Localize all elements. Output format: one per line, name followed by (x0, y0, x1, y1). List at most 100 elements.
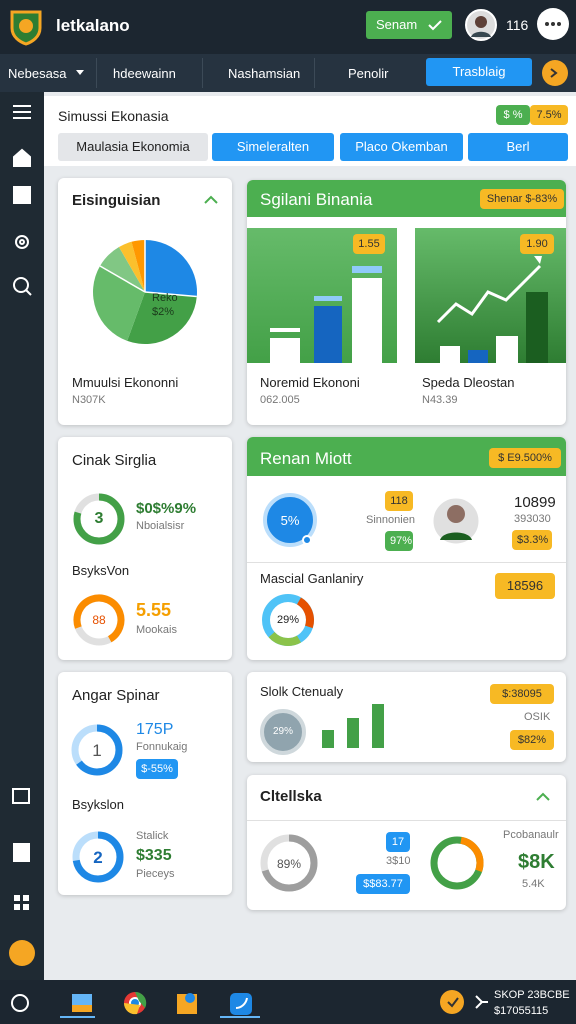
logo (10, 10, 42, 46)
pie-value: $2% (152, 306, 175, 318)
badge: 118 (385, 491, 413, 511)
badge: $3.3% (512, 530, 552, 550)
tab[interactable]: Berl (468, 133, 568, 161)
stat-value: $8K (518, 851, 555, 873)
badge: $-55% (136, 759, 178, 779)
dropdown-icon (76, 70, 84, 75)
badge: $$83.77 (356, 874, 410, 894)
mini-chart (260, 704, 384, 755)
stat-label: Stalick (136, 830, 169, 842)
card-title: Renan Miott (260, 449, 352, 468)
rings (262, 493, 482, 646)
badge: $ % (496, 105, 530, 125)
nav-icon[interactable] (541, 59, 569, 87)
ring-label: 3 (94, 510, 104, 527)
label: OSIK (524, 711, 551, 723)
card-title: Angar Spinar (72, 687, 160, 704)
tab[interactable]: Simeleralten (212, 133, 334, 161)
ring-label: 89% (276, 857, 302, 871)
card (58, 437, 232, 660)
chevron[interactable] (204, 195, 218, 205)
sidebar-icons-bottom[interactable] (9, 786, 35, 966)
tab[interactable]: Maulasia Ekonomia (58, 133, 208, 161)
label: Pcobanaulr (503, 829, 559, 841)
badge: $82% (510, 730, 554, 750)
divider (96, 58, 97, 88)
avatar[interactable] (465, 9, 497, 41)
pie-label: Reko (152, 292, 178, 304)
sidebar-icons[interactable] (11, 104, 33, 304)
nav-item[interactable]: Nebesasa (8, 66, 67, 81)
divider (247, 562, 566, 563)
chevron[interactable] (536, 792, 550, 802)
panel-label: Noremid Ekononi (260, 375, 360, 390)
stat-sub: 5.4K (522, 878, 545, 890)
ring-label: 29% (272, 726, 293, 737)
pie-chart (93, 240, 197, 345)
ring-label: 5% (280, 513, 300, 528)
card (58, 672, 232, 895)
badge: 7.5% (530, 105, 568, 125)
ring-label: 2 (93, 848, 103, 867)
card-title: Slolk Ctenualy (260, 684, 344, 699)
badge: 97% (385, 531, 413, 551)
label: Sinnonien (366, 514, 415, 526)
rings (73, 493, 125, 646)
ring-label: 88 (92, 613, 106, 627)
divider (202, 58, 203, 88)
check-icon (428, 20, 442, 31)
header-title: Simussi Ekonasia (58, 108, 169, 124)
ring-label: 29% (276, 614, 300, 626)
taskbar (0, 980, 576, 1024)
section-heading: Mascial Ganlaniry (260, 571, 364, 586)
stat-sub: Pieceys (136, 868, 175, 880)
badge: 17 (386, 832, 410, 852)
section-heading: BsyksVon (72, 563, 130, 578)
rings (260, 834, 484, 892)
divider (314, 58, 315, 88)
rings (71, 724, 124, 883)
card-title: Cinak Sirglia (72, 452, 157, 469)
caption: Mmuulsi Ekononni (72, 375, 179, 390)
tray-text: SKOP 23BCBE (494, 989, 570, 1001)
badge: $:38095 (490, 684, 554, 704)
badge: Shenar $-83% (480, 189, 564, 209)
panel-label: Speda Dleostan (422, 375, 515, 390)
stat-label: Nboialsisr (136, 520, 185, 532)
tab[interactable]: Placo Okemban (340, 133, 463, 161)
stat-label: Mookais (136, 624, 177, 636)
stat-sub: 393030 (514, 513, 551, 525)
panel-value: 062.005 (260, 394, 300, 406)
badge: 18596 (495, 573, 555, 599)
ring-label: 1 (92, 741, 102, 760)
stat-value: $335 (136, 847, 172, 864)
stat-label: Fonnukaig (136, 741, 188, 753)
stat-value: 10899 (514, 494, 556, 511)
caption-value: N307K (72, 394, 106, 406)
button-label: Senam (376, 17, 418, 32)
stat-value: 175P (136, 721, 174, 738)
nav-item[interactable]: hdeewainn (113, 66, 176, 81)
panel-value: N43.39 (422, 394, 458, 406)
count: 116 (506, 17, 529, 33)
label: 3$10 (386, 855, 411, 867)
badge: $ E9.500% (489, 448, 561, 468)
badge: 1.90 (520, 234, 554, 254)
divider (247, 820, 566, 821)
menu-button[interactable] (537, 8, 569, 40)
mini-charts (270, 256, 548, 363)
tray-text: $17055115 (494, 1005, 549, 1017)
badge: 1.55 (353, 234, 385, 254)
section-heading: Bsykslon (72, 797, 125, 812)
nav-item[interactable]: Nashamsian (228, 66, 301, 81)
brand: letkalano (56, 16, 130, 35)
tray-icons[interactable] (440, 990, 490, 1016)
nav-item[interactable]: Penolir (348, 66, 389, 81)
nav-active[interactable]: Trasblaig (426, 58, 532, 86)
card-title: Cltellska (260, 788, 322, 805)
taskbar-apps[interactable] (10, 991, 440, 1018)
card-title: Sgilani Binania (260, 190, 373, 209)
stat-value: 5.55 (136, 600, 172, 620)
card-title: Eisinguisian (72, 192, 161, 209)
